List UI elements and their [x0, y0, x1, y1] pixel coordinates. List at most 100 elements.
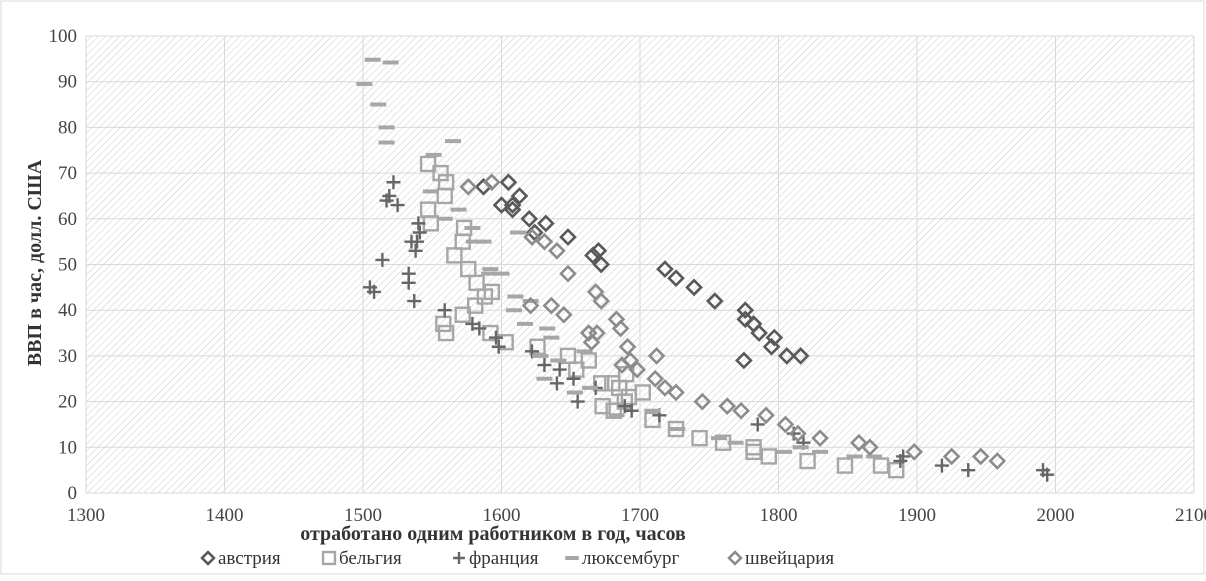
- data-point: [520, 209, 539, 228]
- data-point: [411, 216, 426, 231]
- y-tick-label: 20: [58, 392, 77, 413]
- data-point: [732, 401, 750, 420]
- series-4: [459, 173, 1007, 470]
- data-point: [592, 292, 611, 310]
- data-point: [667, 269, 685, 288]
- data-point: [521, 296, 540, 315]
- data-point: [905, 443, 924, 461]
- x-tick-label: 1600: [483, 505, 521, 526]
- data-point: [566, 371, 581, 386]
- data-point: [736, 310, 755, 329]
- x-axis-title: отработано одним работником в год, часов: [300, 523, 686, 545]
- data-point: [579, 324, 598, 342]
- x-tick-label: 1400: [206, 505, 244, 526]
- data-point: [408, 243, 423, 258]
- data-point: [436, 187, 453, 205]
- data-point: [624, 403, 639, 418]
- data-point: [646, 369, 665, 388]
- data-point: [460, 260, 477, 278]
- data-point: [791, 347, 810, 365]
- data-point: [934, 458, 949, 473]
- data-point: [647, 347, 666, 365]
- x-tick-label: 1500: [344, 505, 382, 526]
- legend: австрия бельгия франция люксембург швейцария: [200, 548, 834, 569]
- data-point: [811, 429, 829, 447]
- data-point: [499, 173, 518, 192]
- data-point: [432, 164, 449, 182]
- data-point: [483, 283, 501, 301]
- legend-marker: [727, 550, 743, 566]
- data-point: [375, 252, 390, 267]
- data-point: [667, 383, 685, 402]
- data-point: [503, 200, 522, 219]
- legend-marker: [321, 550, 337, 566]
- gridlines: [85, 35, 1195, 494]
- data-point: [535, 232, 554, 251]
- series-1: [419, 155, 905, 479]
- x-tick-label: 1800: [760, 505, 798, 526]
- data-point: [468, 274, 485, 291]
- series-0: [474, 173, 810, 370]
- data-point: [482, 324, 499, 342]
- legend-item: франция: [453, 548, 539, 569]
- data-point: [437, 324, 455, 342]
- data-point: [750, 324, 768, 342]
- y-tick-label: 60: [58, 209, 77, 230]
- data-point: [435, 315, 452, 333]
- data-point: [735, 351, 753, 370]
- data-point: [523, 228, 541, 246]
- data-point: [1040, 467, 1055, 482]
- data-point: [529, 338, 546, 355]
- data-point: [942, 447, 961, 466]
- series-2: [362, 175, 1055, 482]
- data-point: [592, 255, 611, 274]
- data-point: [401, 275, 416, 290]
- y-tick-label: 40: [58, 300, 77, 321]
- legend-item: люксембург: [565, 548, 679, 569]
- y-tick-label: 70: [58, 163, 77, 184]
- y-tick-label: 80: [58, 117, 77, 138]
- data-point: [765, 328, 784, 347]
- y-axis-title: ВВП в час, долл. США: [24, 159, 46, 366]
- data-point: [776, 415, 795, 434]
- data-point: [482, 173, 501, 192]
- data-point: [799, 452, 816, 470]
- data-point: [888, 461, 905, 479]
- data-point: [777, 347, 796, 365]
- data-point: [466, 297, 484, 314]
- data-point: [760, 448, 778, 465]
- data-point: [412, 225, 427, 240]
- data-point: [789, 424, 807, 443]
- y-tick-label: 100: [49, 26, 78, 47]
- legend-label: швейцария: [745, 548, 834, 569]
- data-point: [552, 362, 567, 377]
- data-point: [611, 319, 630, 338]
- data-point: [618, 337, 637, 356]
- x-tick-label: 2000: [1037, 505, 1075, 526]
- x-tick-label: 1300: [67, 505, 105, 526]
- data-point: [691, 429, 708, 447]
- data-point: [459, 177, 478, 196]
- data-point: [537, 358, 552, 373]
- legend-label: франция: [469, 548, 539, 569]
- data-point: [971, 447, 990, 466]
- data-point: [685, 278, 703, 297]
- data-point: [656, 379, 674, 397]
- legend-item: бельгия: [321, 548, 402, 569]
- data-point: [472, 321, 487, 336]
- legend-item: швейцария: [727, 548, 834, 569]
- data-point: [580, 352, 597, 369]
- y-tick-label: 0: [68, 483, 78, 504]
- data-point: [410, 234, 425, 249]
- data-point: [893, 454, 908, 469]
- data-point: [613, 356, 631, 374]
- data-point: [549, 376, 564, 391]
- data-point: [961, 463, 976, 478]
- data-point: [491, 339, 506, 354]
- data-point: [559, 347, 577, 365]
- data-point: [605, 402, 622, 419]
- data-point: [559, 264, 577, 283]
